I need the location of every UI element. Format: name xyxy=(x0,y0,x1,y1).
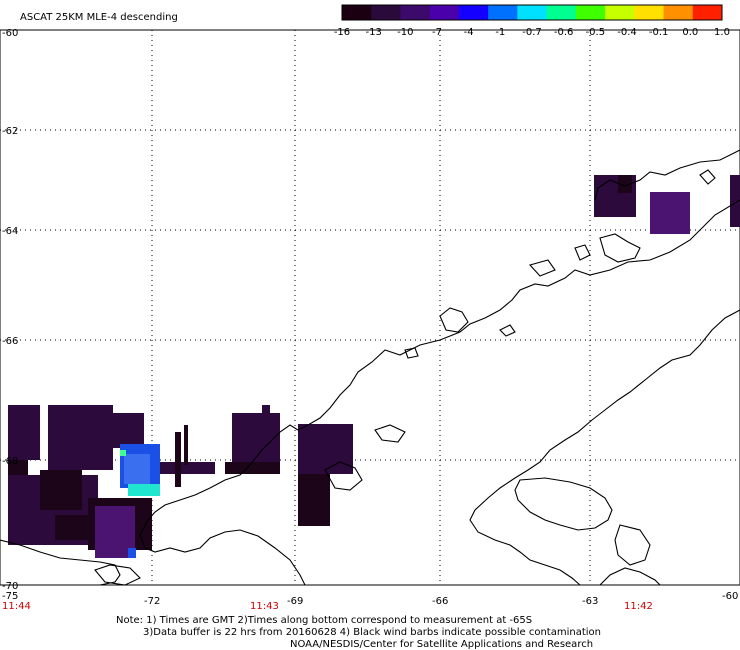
colorbar-swatch xyxy=(546,5,577,20)
colorbar-swatch xyxy=(575,5,606,20)
colorbar-label: -0.6 xyxy=(554,27,574,38)
swath-cell xyxy=(128,548,136,558)
colorbar-swatch xyxy=(458,5,489,20)
coastline-isle-g xyxy=(499,324,516,337)
time-label: 11:42 xyxy=(624,601,653,612)
colorbar-label: -0.4 xyxy=(617,27,637,38)
coastline xyxy=(0,149,740,586)
lat-label: -70 xyxy=(2,581,18,592)
footnote-line-1: Note: 1) Times are GMT 2)Times along bot… xyxy=(116,615,532,626)
lon-label: -63 xyxy=(582,596,598,607)
lon-label: -75 xyxy=(2,591,18,602)
colorbar-border xyxy=(341,4,723,21)
lon-label: -69 xyxy=(287,596,303,607)
lat-label: -64 xyxy=(2,226,18,237)
coastline-east xyxy=(469,309,740,586)
colorbar-label: 0.0 xyxy=(682,27,698,38)
colorbar-label: -0.5 xyxy=(586,27,606,38)
swath-cell xyxy=(112,413,144,448)
colorbar-swatch xyxy=(517,5,548,20)
coastline-left xyxy=(0,539,121,586)
lat-label: -68 xyxy=(2,456,18,467)
coastline-upper xyxy=(594,149,740,201)
colorbar: -16 -13 -10 -7 -4 -1 -0.7 -0.6 -0.5 -0.4 -0.1 0.0 1.… xyxy=(334,4,730,38)
colorbar-label: -7 xyxy=(432,27,442,38)
lat-label: -60 xyxy=(2,28,18,39)
map-frame xyxy=(0,29,740,586)
colorbar-label: -16 xyxy=(334,27,350,38)
colorbar-label: -10 xyxy=(397,27,413,38)
colorbar-swatch xyxy=(605,5,635,20)
coastline-isle-j xyxy=(324,461,363,491)
swath-cell xyxy=(730,175,740,227)
colorbar-label: -13 xyxy=(365,27,381,38)
coastline-isle-a xyxy=(699,169,716,185)
gridlines xyxy=(0,30,740,585)
swath-cell xyxy=(160,462,215,474)
swath-cell xyxy=(8,460,28,475)
footnote-line-3: NOAA/NESDIS/Center for Satellite Applica… xyxy=(290,639,593,650)
coastline-isle-b xyxy=(599,233,641,263)
lat-label: -66 xyxy=(2,336,18,347)
colorbar-swatch xyxy=(371,5,401,20)
coastline-isle-i xyxy=(374,424,406,443)
colorbar-swatch xyxy=(429,5,460,20)
map-title: ASCAT 25KM MLE-4 descending xyxy=(20,12,178,23)
swath-cell xyxy=(618,175,632,193)
lat-label: -62 xyxy=(2,126,18,137)
swath-cell xyxy=(128,484,160,496)
latitude-labels: -60 -62 -64 -66 -68 -70 xyxy=(2,28,18,592)
swath-cell xyxy=(124,454,150,484)
colorbar-swatch xyxy=(663,5,694,20)
coastline-isle-h xyxy=(94,564,141,586)
swath-cell xyxy=(262,405,270,415)
colorbar-swatch xyxy=(692,5,723,20)
colorbar-swatch xyxy=(634,5,665,20)
colorbar-label: 1.0 xyxy=(714,27,730,38)
swath-cell xyxy=(48,405,113,470)
coastline-isle-d xyxy=(528,259,556,277)
colorbar-label: -4 xyxy=(464,27,474,38)
wind-data-swaths xyxy=(8,175,740,558)
swath-cell xyxy=(40,470,82,510)
time-label: 11:43 xyxy=(250,601,279,612)
lon-label: -60 xyxy=(722,591,738,602)
colorbar-swatch xyxy=(488,5,518,20)
longitude-labels: -75 -72 -69 -66 -63 -60 xyxy=(2,591,738,607)
colorbar-label: -0.1 xyxy=(649,27,669,38)
colorbar-label: -1 xyxy=(495,27,505,38)
swath-cell xyxy=(184,425,188,465)
colorbar-swatch xyxy=(400,5,431,20)
swath-cell xyxy=(298,474,330,526)
lon-label: -66 xyxy=(432,596,448,607)
swath-cell xyxy=(298,424,353,474)
footnote-line-2: 3)Data buffer is 22 hrs from 20160628 4)… xyxy=(143,627,601,638)
coastline-south xyxy=(599,567,661,586)
colorbar-swatch xyxy=(342,5,372,20)
coastline-peninsula xyxy=(139,199,740,586)
coastline-isle-c xyxy=(574,244,591,261)
swath-cell xyxy=(120,450,126,456)
colorbar-label: -0.7 xyxy=(522,27,542,38)
time-labels: 11:44 11:43 11:42 xyxy=(2,601,653,612)
coastline-inner xyxy=(514,477,613,531)
swath-cell xyxy=(650,192,690,234)
footnotes: Note: 1) Times are GMT 2)Times along bot… xyxy=(116,615,601,650)
coastline-island xyxy=(614,524,651,566)
coastline-isle-f xyxy=(404,347,419,359)
swath-cell xyxy=(8,405,40,460)
swath-cell xyxy=(225,462,280,474)
lon-label: -72 xyxy=(144,596,160,607)
swath-cell xyxy=(232,413,280,463)
swath-cell xyxy=(175,432,181,487)
coastline-isle-e xyxy=(439,307,469,333)
time-label: 11:44 xyxy=(2,601,31,612)
